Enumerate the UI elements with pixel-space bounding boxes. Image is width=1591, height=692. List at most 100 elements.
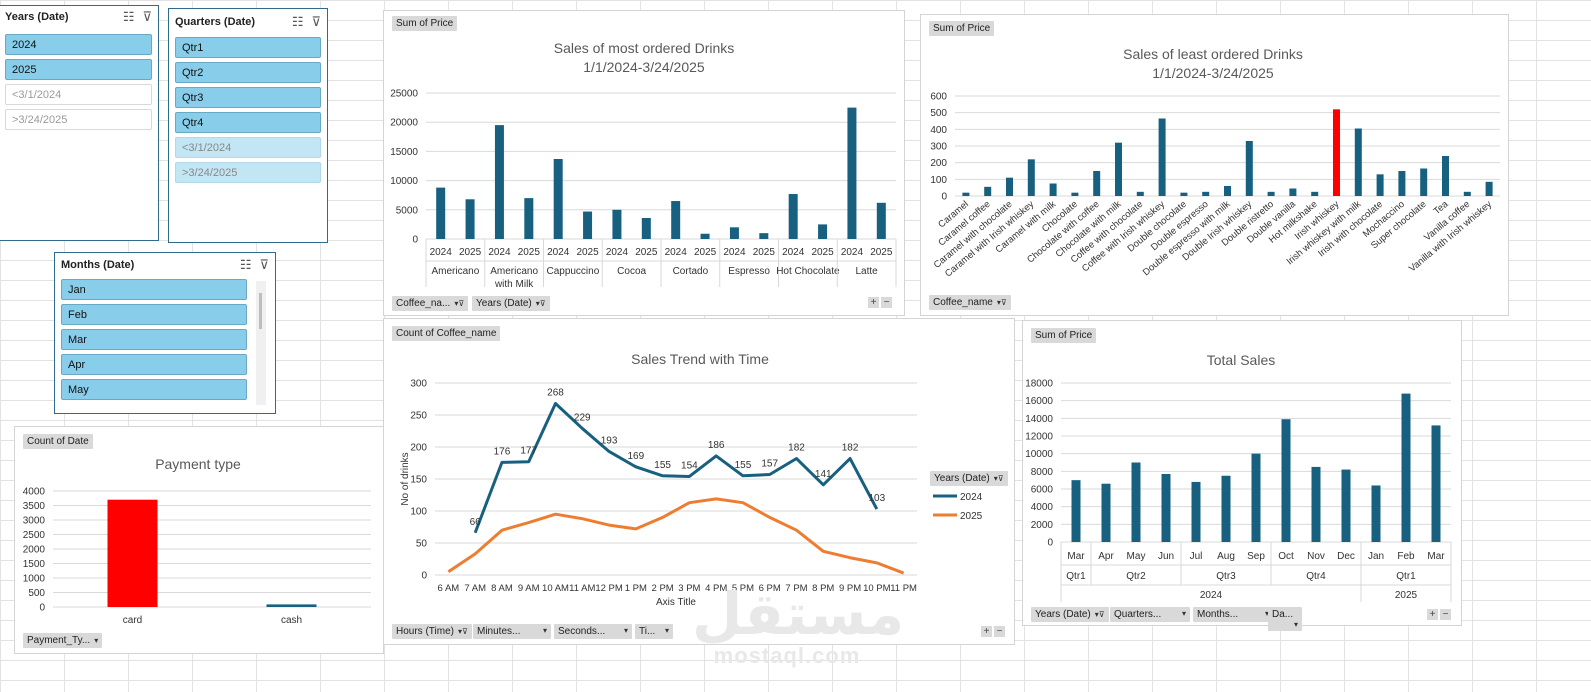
months-slicer-items: Jan Feb Mar Apr May	[55, 277, 253, 400]
slicer-item-quarters[interactable]: >3/24/2025	[175, 162, 321, 183]
bar	[1093, 171, 1101, 196]
y-tick-label: 5000	[396, 205, 419, 216]
minutes-field-button[interactable]: Minutes... ▾	[473, 624, 551, 639]
clear-filter-icon[interactable]: ⊽	[311, 14, 321, 29]
value-field-button[interactable]: Sum of Price	[1031, 328, 1097, 343]
bar	[876, 202, 886, 239]
expand-button[interactable]: +	[1427, 609, 1438, 620]
payment-type-field-button[interactable]: Payment_Ty... ▾	[23, 633, 103, 648]
bar	[1158, 118, 1166, 196]
bar	[729, 227, 739, 239]
slicer-item-months[interactable]: Jan	[61, 279, 247, 300]
x-tick-label: 10 AM	[542, 583, 569, 594]
data-label: 182	[788, 443, 805, 454]
x-tick-label: 2025	[576, 247, 599, 258]
multi-select-icon[interactable]: ☷	[239, 257, 252, 272]
y-tick-label: 4000	[1031, 502, 1054, 513]
y-tick-label: 600	[930, 92, 947, 103]
most-ordered-chart: Sales of most ordered Drinks 1/1/2024-3/2…	[390, 40, 897, 290]
value-field-button[interactable]: Count of Coffee_name	[392, 326, 501, 341]
most-ordered-chart-panel: Sales of most ordered Drinks 1/1/2024-3/2…	[383, 10, 905, 316]
bar	[1071, 480, 1081, 542]
clear-filter-icon[interactable]: ⊽	[142, 9, 152, 24]
filter-icon: ▾⊽	[1094, 610, 1105, 619]
multi-select-icon[interactable]: ☷	[122, 9, 135, 24]
data-label: 268	[547, 387, 564, 398]
quarters-slicer: Quarters (Date) ☷ ⊽ Qtr1 Qtr2 Qtr3 Qtr4 <3/1…	[168, 8, 328, 243]
collapse-button[interactable]: −	[994, 626, 1005, 637]
years-slicer-title: Years (Date)	[5, 11, 69, 23]
bar	[1027, 159, 1035, 196]
coffee-name-field-button[interactable]: Coffee_name ▾⊽	[929, 295, 1011, 310]
category-label: Cappuccino	[546, 266, 599, 277]
expand-button[interactable]: +	[868, 297, 879, 308]
chart-title: Payment type	[155, 456, 241, 472]
slicer-item-quarters[interactable]: Qtr4	[175, 112, 321, 133]
quarters-field-button[interactable]: Quarters... ▾	[1110, 607, 1190, 622]
y-tick-label: 1000	[23, 574, 46, 585]
x-tick-label: 2025	[870, 247, 893, 258]
chart-subtitle: 1/1/2024-3/24/2025	[583, 59, 705, 75]
expand-button[interactable]: +	[981, 626, 992, 637]
seconds-field-button[interactable]: Seconds... ▾	[554, 624, 632, 639]
x-tick-label: 9 AM	[518, 583, 540, 594]
y-tick-label: 10000	[1025, 449, 1053, 460]
y-tick-label: 6000	[1031, 485, 1054, 496]
slicer-item-quarters[interactable]: Qtr2	[175, 62, 321, 83]
bar	[1245, 141, 1253, 196]
collapse-button[interactable]: −	[1440, 609, 1451, 620]
value-field-button[interactable]: Count of Date	[23, 434, 93, 449]
slicer-item-years[interactable]: <3/1/2024	[5, 84, 152, 105]
slicer-item-years[interactable]: >3/24/2025	[5, 109, 152, 130]
years-field-button[interactable]: Years (Date) ▾⊽	[1031, 607, 1109, 622]
slicer-item-months[interactable]: Apr	[61, 354, 247, 375]
filter-icon: ▾⊽	[457, 627, 468, 636]
x-tick-label: Apr	[1098, 551, 1114, 562]
years-slicer: Years (Date) ☷ ⊽ 2024 2025 <3/1/2024 >3/24/…	[0, 5, 159, 241]
bar	[759, 233, 769, 239]
months-field-button[interactable]: Months... ▾	[1193, 607, 1273, 622]
bar	[788, 194, 798, 239]
time-field-button[interactable]: Ti... ▾	[635, 624, 673, 639]
hours-field-button[interactable]: Hours (Time) ▾⊽	[392, 624, 472, 639]
x-tick-label: Oct	[1278, 551, 1294, 562]
multi-select-icon[interactable]: ☷	[291, 14, 304, 29]
chart-title: Sales Trend with Time	[631, 351, 769, 367]
years-field-button[interactable]: Years (Date) ▾⊽	[472, 296, 550, 311]
x-tick-label: 2024	[430, 247, 453, 258]
years-legend-field-button[interactable]: Years (Date) ▾⊽	[930, 471, 1008, 486]
months-slicer-scrollbar[interactable]	[256, 281, 266, 405]
series-line-2024	[473, 401, 879, 534]
slicer-item-months[interactable]: Feb	[61, 304, 247, 325]
slicer-item-quarters[interactable]: Qtr1	[175, 37, 321, 58]
bar	[1251, 453, 1261, 542]
x-tick-label: 12 PM	[595, 583, 623, 594]
x-tick-label: 2025	[635, 247, 658, 258]
y-tick-label: 200	[410, 443, 427, 454]
scrollbar-thumb[interactable]	[259, 293, 262, 329]
collapse-button[interactable]: −	[881, 297, 892, 308]
dropdown-arrow-icon: ▾	[623, 626, 628, 635]
days-field-button[interactable]: Da... ▾	[1268, 607, 1302, 631]
y-tick-label: 0	[941, 192, 947, 203]
value-field-button[interactable]: Sum of Price	[392, 16, 458, 31]
y-tick-label: 12000	[1025, 432, 1053, 443]
y-tick-label: 300	[410, 379, 427, 390]
slicer-item-quarters[interactable]: Qtr3	[175, 87, 321, 108]
value-field-button[interactable]: Sum of Price	[929, 21, 995, 36]
y-tick-label: 400	[930, 125, 947, 136]
clear-filter-icon[interactable]: ⊽	[259, 257, 269, 272]
slicer-item-years[interactable]: 2025	[5, 59, 152, 80]
slicer-item-quarters[interactable]: <3/1/2024	[175, 137, 321, 158]
coffee-name-field-button[interactable]: Coffee_na... ▾⊽	[392, 296, 469, 311]
x-tick-label: Jan	[1368, 551, 1384, 562]
bar	[641, 217, 651, 239]
x-tick-label: 2024	[782, 247, 805, 258]
slicer-item-years[interactable]: 2024	[5, 34, 152, 55]
dropdown-arrow-icon: ▾	[664, 626, 669, 635]
slicer-item-months[interactable]: May	[61, 379, 247, 400]
data-label: 186	[708, 440, 725, 451]
slicer-item-months[interactable]: Mar	[61, 329, 247, 350]
bar	[1463, 191, 1471, 196]
x-tick-label: 2024	[841, 247, 864, 258]
